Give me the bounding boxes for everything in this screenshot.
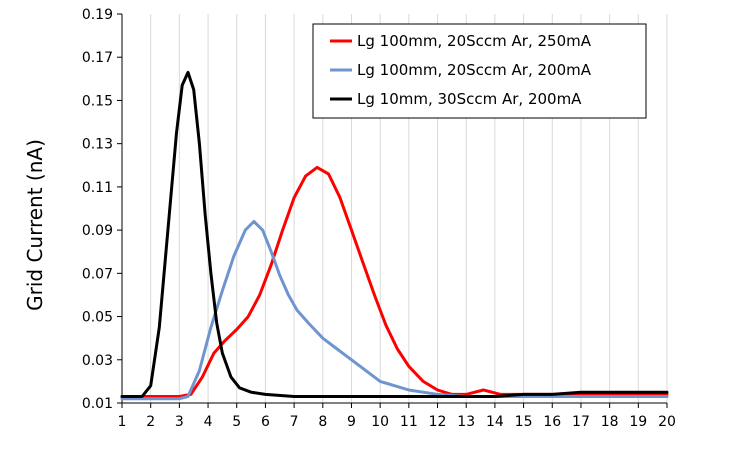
y-tick-label: 0.01 — [82, 396, 113, 412]
legend-label-3: Lg 10mm, 30Sccm Ar, 200mA — [357, 90, 582, 108]
x-tick-label: 10 — [371, 414, 389, 430]
legend-items: Lg 100mm, 20Sccm Ar, 250mA Lg 100mm, 20Sc… — [330, 32, 592, 108]
x-tick-label: 7 — [290, 414, 299, 430]
x-tick-label: 15 — [515, 414, 533, 430]
x-tick-label: 11 — [400, 414, 418, 430]
series-lines — [120, 70, 669, 401]
x-tick-label: 1 — [118, 414, 127, 430]
x-tick-label: 6 — [261, 414, 270, 430]
y-tick-label: 0.15 — [82, 93, 113, 109]
y-tick-label: 0.03 — [82, 353, 113, 369]
x-tick-label: 9 — [347, 414, 356, 430]
legend-label-1: Lg 100mm, 20Sccm Ar, 250mA — [357, 32, 592, 50]
x-tick-label: 8 — [318, 414, 327, 430]
y-tick-label: 0.13 — [82, 137, 113, 153]
x-tick-label: 20 — [658, 414, 676, 430]
axes — [121, 14, 667, 404]
y-tick-label: 0.05 — [82, 310, 113, 326]
legend-box — [312, 23, 647, 119]
tick-labels: 0.01 0.03 0.05 0.07 0.09 0.11 0.13 0.15 0.17 0.19… — [82, 7, 676, 430]
y-axis-title: Grid Current (nA) — [23, 139, 47, 311]
series-line-3 — [120, 70, 669, 398]
y-tick-label: 0.17 — [82, 50, 113, 66]
x-tick-label: 18 — [601, 414, 619, 430]
y-tick-label: 0.09 — [82, 223, 113, 239]
x-tick-label: 5 — [232, 414, 241, 430]
x-tick-label: 4 — [204, 414, 213, 430]
y-tick-label: 0.07 — [82, 266, 113, 282]
legend-label-2: Lg 100mm, 20Sccm Ar, 200mA — [357, 61, 592, 79]
x-tick-label: 12 — [429, 414, 447, 430]
y-tick-label: 0.11 — [82, 180, 113, 196]
x-tick-label: 2 — [146, 414, 155, 430]
x-tick-label: 17 — [572, 414, 590, 430]
y-tick-label: 0.19 — [82, 7, 113, 23]
x-tick-label: 16 — [543, 414, 561, 430]
x-tick-label: 19 — [629, 414, 647, 430]
x-tick-label: 3 — [175, 414, 184, 430]
x-tick-label: 13 — [457, 414, 475, 430]
x-tick-label: 14 — [486, 414, 504, 430]
legend: Lg 100mm, 20Sccm Ar, 250mA Lg 100mm, 20Sc… — [312, 23, 647, 119]
